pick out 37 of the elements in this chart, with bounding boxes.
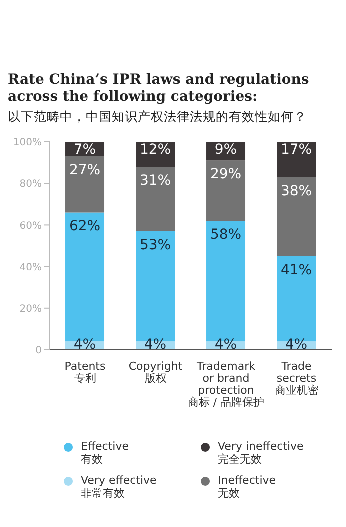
data-label: 29% [210, 166, 242, 183]
y-tick-label: 0 [36, 346, 42, 357]
bar [206, 160, 246, 222]
x-tick-label: Patents 专利 [64, 360, 106, 385]
data-label: 38% [280, 183, 312, 200]
data-label: 4% [144, 337, 167, 353]
data-label: 12% [140, 142, 172, 158]
legend-label: Effective 有效 [81, 440, 129, 466]
legend-label: Ineffective 无效 [218, 474, 276, 500]
data-label: 58% [210, 227, 242, 244]
bar [277, 142, 316, 178]
data-label: 7% [74, 142, 96, 158]
data-label: 17% [280, 142, 312, 158]
legend-label: Very effective 非常有效 [81, 474, 157, 500]
data-label: 27% [69, 162, 101, 179]
bar [277, 177, 316, 256]
y-tick-label: 80% [20, 179, 42, 190]
bar [136, 166, 176, 232]
y-tick-label: 20% [20, 304, 42, 315]
data-label: 53% [140, 237, 172, 254]
y-tick-label: 40% [20, 262, 42, 274]
data-label: 4% [74, 337, 96, 353]
y-tick-label: 60% [20, 220, 42, 232]
data-label: 4% [214, 337, 238, 353]
x-tick-label: Copyright 版权 [128, 360, 184, 385]
bar [66, 156, 105, 213]
data-label: 4% [285, 337, 308, 353]
x-tick-label: Trade secrets 商业机密 [274, 360, 319, 397]
data-label: 41% [280, 262, 312, 278]
data-label: 31% [140, 172, 172, 189]
chart-title: Rate China’s IPR laws and regulations across the following categories: [8, 72, 310, 106]
y-tick-label: 100% [13, 138, 42, 149]
data-label: 62% [69, 218, 101, 235]
chart-subtitle: 以下范畴中，中国知识产权法律法规的有效性如何？ [8, 109, 308, 126]
x-tick-label: Trademark or brand protection 商标 / 品牌保护 [188, 360, 265, 409]
legend-label: Very ineffective 完全无效 [218, 440, 304, 466]
data-label: 9% [214, 142, 238, 158]
